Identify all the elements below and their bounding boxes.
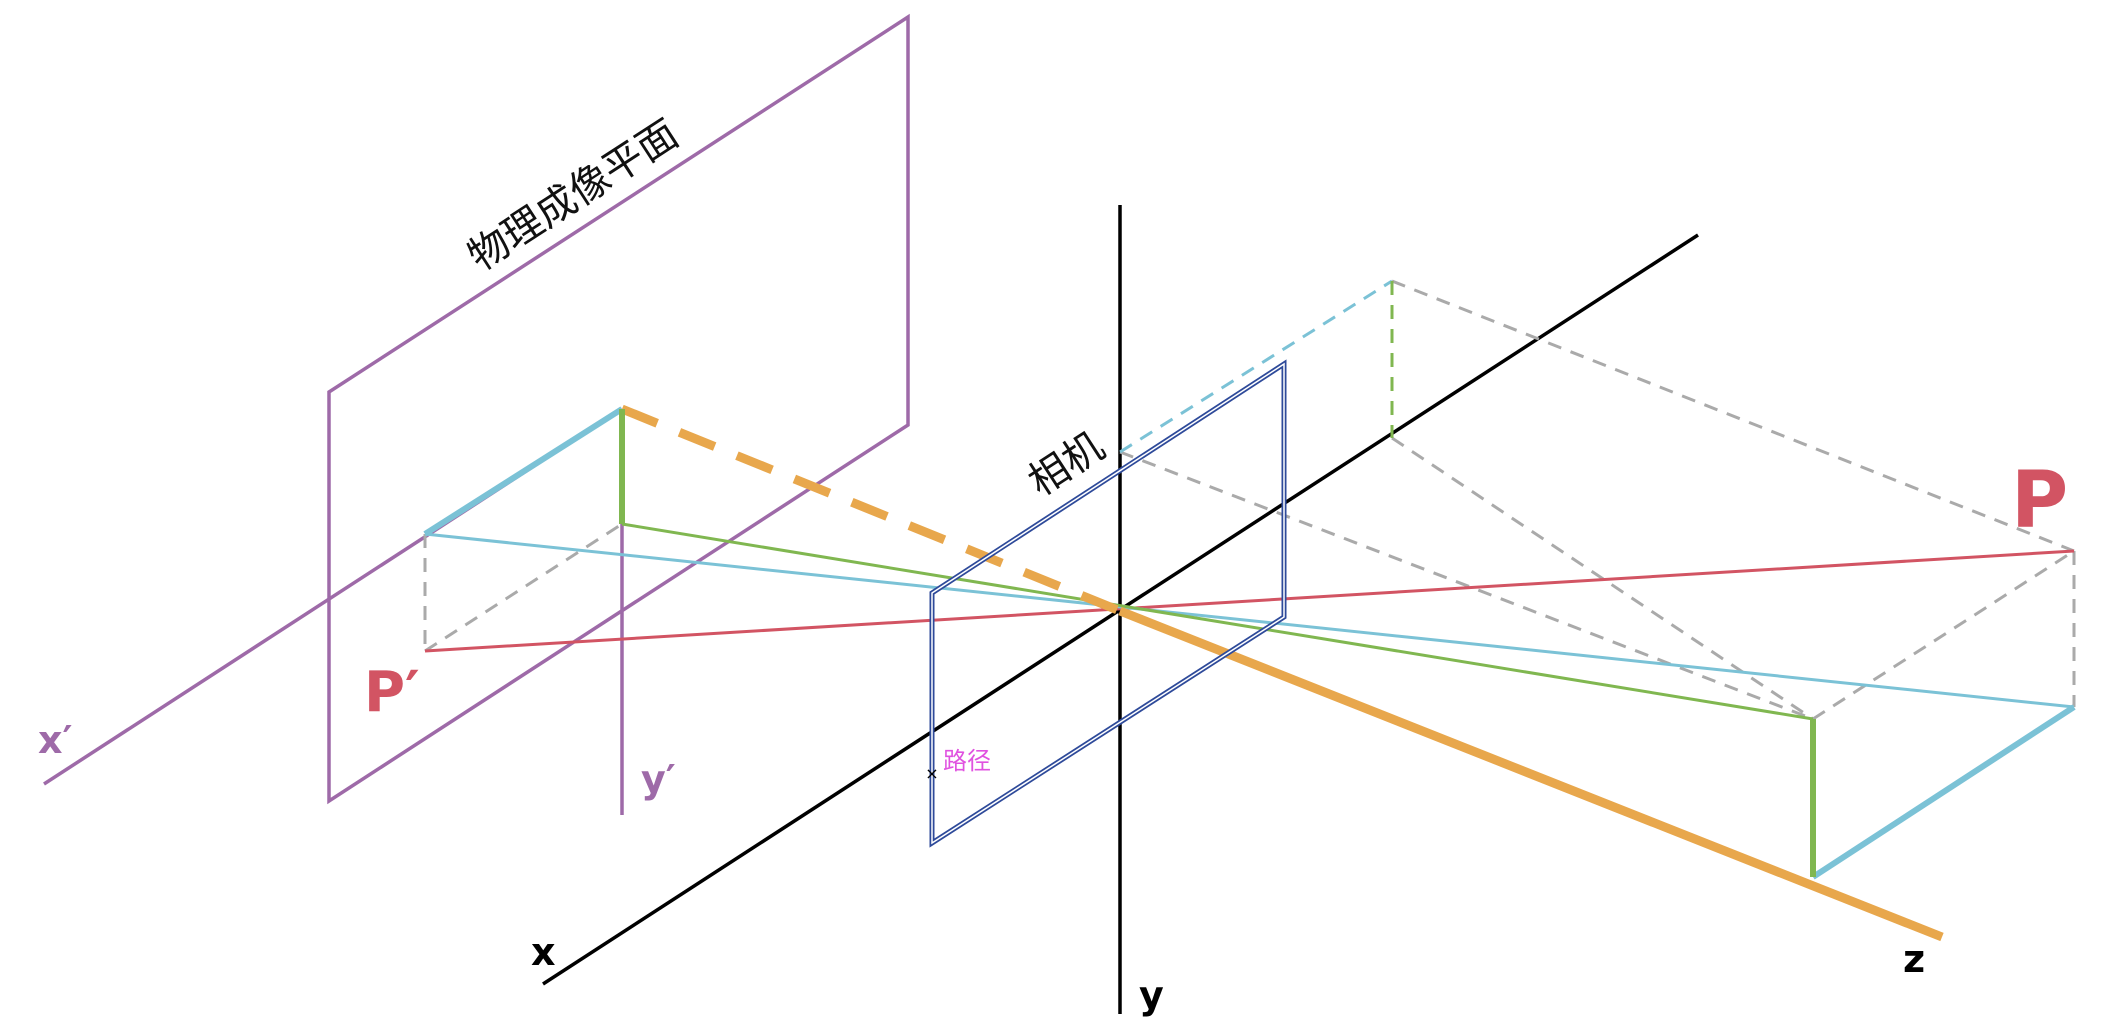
imaging-plane-frame	[327, 13, 910, 805]
guide-line	[1391, 279, 2075, 553]
projected-x-component	[423, 406, 624, 537]
x-axis-label: x	[531, 930, 556, 974]
path-label: 路径	[943, 747, 991, 775]
x-prime-label: x′	[38, 718, 73, 762]
camera-plane-frame-inner	[931, 362, 1285, 845]
ray-p	[424, 549, 2075, 653]
point-p-label: P	[2011, 456, 2068, 546]
optical-axis-behind	[620, 404, 1122, 616]
ray-y-component	[621, 522, 1814, 721]
imaging-plane-label: 物理成像平面	[460, 111, 686, 280]
z-axis-label: z	[1903, 937, 1925, 981]
y-axis-label: y	[1139, 973, 1164, 1017]
point-x-component	[1811, 704, 2076, 880]
guide-line	[424, 522, 623, 653]
guide-line	[1812, 549, 2075, 721]
y-prime-label: y′	[641, 757, 676, 801]
point-p-prime-label: P′	[364, 660, 420, 725]
guide-line	[1119, 450, 1814, 721]
x-component-dashed	[1119, 279, 1393, 454]
path-marker-icon: ×	[925, 764, 938, 783]
optical-axis-front	[1118, 606, 1944, 942]
camera-label: 相机	[1020, 423, 1112, 505]
ray-x-component	[424, 532, 2075, 709]
